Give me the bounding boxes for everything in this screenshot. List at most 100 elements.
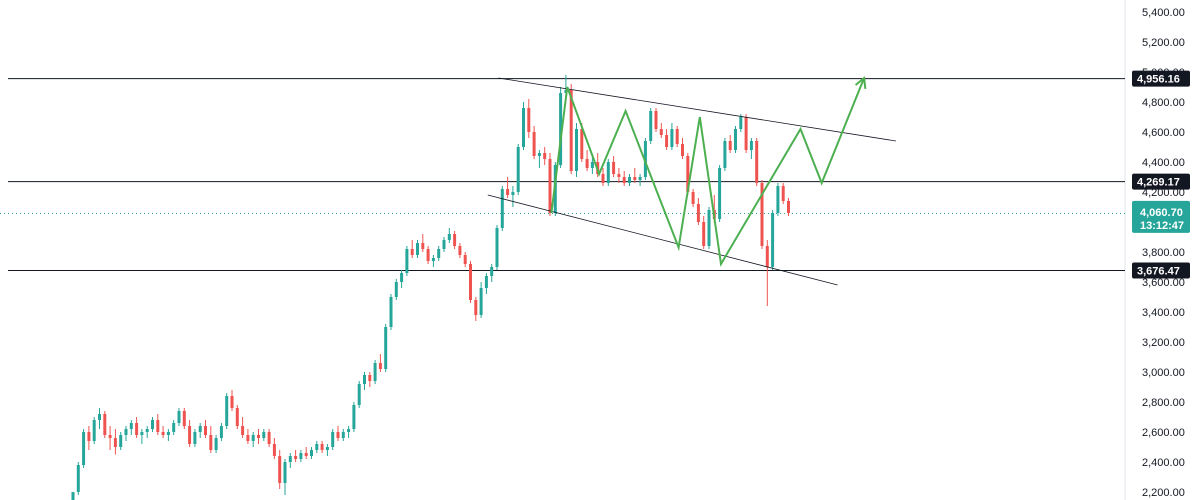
candle xyxy=(490,264,494,282)
candle-body xyxy=(665,135,669,147)
y-tick-label: 4,800.00 xyxy=(1142,97,1185,109)
candle-body xyxy=(537,153,541,156)
candle-body xyxy=(267,432,271,444)
candle xyxy=(633,168,637,183)
candle-body xyxy=(352,405,356,429)
candle xyxy=(606,159,610,186)
candle-body xyxy=(166,432,170,435)
candle xyxy=(188,420,192,447)
candle xyxy=(129,420,133,435)
candle-body xyxy=(161,432,165,435)
candle xyxy=(484,273,488,294)
candle xyxy=(654,108,658,132)
candle xyxy=(723,138,727,171)
candle-body xyxy=(532,132,536,156)
candle-body xyxy=(606,162,610,183)
candle xyxy=(357,381,361,408)
candle-body xyxy=(749,141,753,150)
candle xyxy=(368,372,372,387)
candle xyxy=(278,450,282,489)
y-tick-label: 5,200.00 xyxy=(1142,37,1185,49)
candle xyxy=(177,408,181,426)
candle xyxy=(442,237,446,252)
candle xyxy=(691,189,695,207)
candle-body xyxy=(755,141,759,183)
candle-body xyxy=(744,117,748,150)
candle-body xyxy=(113,438,117,447)
level-badge-label: 3,676.47 xyxy=(1137,266,1180,278)
candle-body xyxy=(209,435,213,450)
candle-body xyxy=(421,243,425,249)
candle-body xyxy=(235,408,239,426)
candle-body xyxy=(649,111,653,141)
candle xyxy=(209,426,213,453)
candle-body xyxy=(500,189,504,228)
candle-body xyxy=(373,363,377,381)
candle-body xyxy=(156,420,160,432)
candle-body xyxy=(527,108,531,132)
countdown-label: 13:12:47 xyxy=(1140,220,1184,232)
candle-body xyxy=(410,249,414,255)
candle-body xyxy=(320,444,324,450)
candle xyxy=(145,426,149,438)
candle xyxy=(771,210,775,270)
candle-body xyxy=(76,465,80,492)
candle-body xyxy=(341,432,345,438)
candle-body xyxy=(638,177,642,180)
current-price-label: 4,060.70 xyxy=(1140,207,1183,219)
candle-body xyxy=(696,204,700,222)
candle-body xyxy=(416,243,419,255)
candle xyxy=(172,420,176,435)
candle-body xyxy=(400,273,404,282)
candle xyxy=(304,447,308,459)
candle-body xyxy=(182,411,186,426)
y-tick-label: 3,200.00 xyxy=(1142,337,1185,349)
candle xyxy=(400,270,404,288)
candle-body xyxy=(283,462,287,483)
candle-body xyxy=(92,420,96,441)
candle-body xyxy=(734,129,737,150)
candle xyxy=(431,255,435,267)
candle xyxy=(156,414,160,435)
candle xyxy=(257,429,260,444)
candle xyxy=(665,129,669,150)
candle-body xyxy=(389,297,393,327)
zigzag-arrowhead xyxy=(854,76,867,90)
candle xyxy=(463,252,467,267)
candle-body xyxy=(394,282,398,297)
y-tick-label: 3,400.00 xyxy=(1142,307,1185,319)
candle xyxy=(458,243,462,258)
candle-body xyxy=(219,426,223,438)
candle xyxy=(325,444,329,456)
candle-body xyxy=(225,396,229,426)
candle xyxy=(728,135,732,153)
candle xyxy=(405,246,409,276)
y-tick-label: 4,600.00 xyxy=(1142,127,1185,139)
projection-zigzag xyxy=(550,76,867,267)
candle-body xyxy=(241,426,245,435)
candle xyxy=(702,216,706,249)
candle-body xyxy=(569,90,573,171)
candle xyxy=(495,225,499,270)
candle xyxy=(230,390,234,411)
candle xyxy=(416,240,419,258)
candle xyxy=(765,240,769,306)
candle xyxy=(373,360,377,384)
candle xyxy=(87,426,91,450)
candle xyxy=(506,177,510,198)
candle xyxy=(113,429,117,455)
candle xyxy=(92,417,96,444)
candle xyxy=(378,354,382,372)
candle-body xyxy=(691,192,695,204)
candle-body xyxy=(628,177,631,183)
candle-body xyxy=(204,426,207,435)
candle-body xyxy=(336,432,340,438)
candle-body xyxy=(776,186,780,213)
candle-body xyxy=(506,189,510,195)
candle xyxy=(336,426,340,441)
candle-body xyxy=(129,423,133,429)
candle-body xyxy=(82,432,86,465)
candle-body xyxy=(294,456,298,459)
candle-body xyxy=(177,411,181,423)
